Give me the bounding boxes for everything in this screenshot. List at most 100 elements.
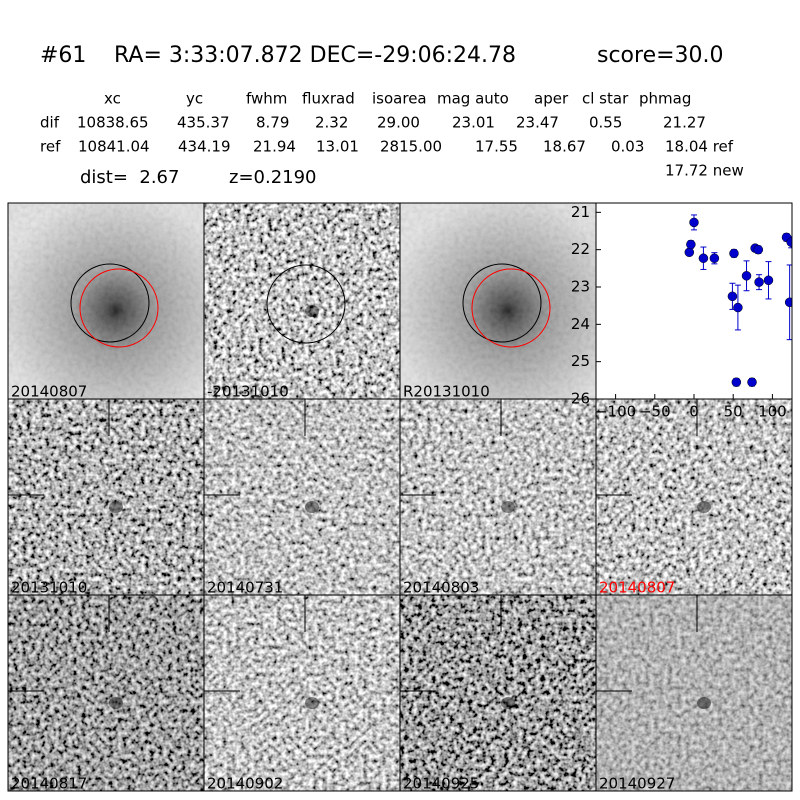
data-point <box>786 237 792 247</box>
x-tick-label: 50 <box>724 403 743 421</box>
image-panel <box>204 595 400 791</box>
table-cell: 23.01 <box>452 114 495 132</box>
source <box>501 697 515 709</box>
noise-image <box>8 595 204 791</box>
score: score=30.0 <box>597 43 724 68</box>
image-panel <box>8 595 204 791</box>
image-panel <box>400 595 596 791</box>
panel-label: 20140902 <box>207 775 283 793</box>
source <box>305 305 319 317</box>
noise-image <box>204 595 400 791</box>
table-cell: 434.19 <box>178 138 231 156</box>
y-tick-label: 24 <box>571 315 590 333</box>
noise <box>8 203 204 399</box>
column-header: phmag <box>639 90 691 108</box>
x-tick-label: −50 <box>639 403 671 421</box>
data-point <box>741 271 752 281</box>
panel-label: 20131010 <box>11 579 87 597</box>
data-point <box>689 217 699 228</box>
noise-image <box>204 203 400 399</box>
image-panel <box>400 203 596 399</box>
panel-label: 20140925 <box>403 775 479 793</box>
image-panel <box>8 399 204 595</box>
table-cell: 0.55 <box>589 114 622 132</box>
coordinates: RA= 3:33:07.872 DEC=-29:06:24.78 <box>114 43 516 68</box>
noise <box>400 203 596 399</box>
table-cell: 0.03 <box>611 138 644 156</box>
aperture-ref <box>471 268 551 348</box>
source <box>501 501 515 513</box>
data-point <box>729 248 739 259</box>
source <box>697 501 711 513</box>
y-tick-label: 22 <box>571 240 590 258</box>
column-header: fluxrad <box>302 90 355 108</box>
panel-label: R20131010 <box>403 383 490 401</box>
panel-label: 20140803 <box>403 579 479 597</box>
table-cell: 8.79 <box>256 114 289 132</box>
table-cell: 17.55 <box>475 138 518 156</box>
source <box>305 697 319 709</box>
image-panel <box>596 595 792 791</box>
table-cell: 23.47 <box>516 114 559 132</box>
table-cell: 2.32 <box>315 114 348 132</box>
x-tick-label: 100 <box>758 403 787 421</box>
table-cell: 10838.65 <box>77 114 149 132</box>
redshift: z=0.2190 <box>229 167 317 188</box>
aperture <box>462 263 542 343</box>
panel-label: 20140927 <box>599 775 675 793</box>
source <box>697 697 711 709</box>
noise-image <box>596 399 792 595</box>
table-cell: 18.04 ref <box>665 138 734 156</box>
plot-background <box>596 203 792 399</box>
y-tick-label: 21 <box>571 203 590 221</box>
data-point <box>733 302 743 313</box>
data-point <box>727 291 738 302</box>
image-panel <box>204 399 400 595</box>
column-header: aper <box>534 90 569 108</box>
panel-label: -20131010 <box>207 383 289 401</box>
new-mag: 17.72 new <box>665 162 744 180</box>
panel-label: 20140807 <box>11 383 87 401</box>
table-cell: 29.00 <box>377 114 420 132</box>
noise-image <box>400 595 596 791</box>
panel-label: 20140731 <box>207 579 283 597</box>
column-header: isoarea <box>372 90 427 108</box>
y-tick-label: 26 <box>571 390 590 408</box>
data-point <box>684 247 695 258</box>
data-point <box>731 377 742 387</box>
table-cell: ref <box>40 138 61 156</box>
table-cell: 435.37 <box>177 114 230 132</box>
data-point <box>763 275 774 286</box>
plot-frame <box>595 202 793 400</box>
aperture <box>266 264 346 344</box>
data-point <box>709 253 720 264</box>
data-point <box>753 244 764 255</box>
source <box>109 501 123 513</box>
image-panel <box>400 399 596 595</box>
data-point <box>686 239 696 250</box>
aperture-ref <box>79 268 159 348</box>
y-tick-label: 23 <box>571 278 590 296</box>
distance: dist= 2.67 <box>80 167 179 188</box>
data-point <box>754 277 764 287</box>
noise-image <box>596 595 792 791</box>
panel-label: 20140817 <box>11 775 87 793</box>
aperture <box>70 263 150 343</box>
column-header: xc <box>104 90 121 108</box>
panel-frame <box>595 594 793 792</box>
table-cell: dif <box>40 114 60 132</box>
image-panel <box>8 203 204 399</box>
panel-label: 20140807 <box>599 579 675 597</box>
noise-image <box>400 399 596 595</box>
table-cell: 18.67 <box>543 138 586 156</box>
table-cell: 13.01 <box>316 138 359 156</box>
data-point <box>784 297 792 308</box>
table-cell: 21.94 <box>253 138 296 156</box>
table-cell: 21.27 <box>663 114 706 132</box>
data-point <box>698 253 709 264</box>
plot-area <box>684 214 792 387</box>
image-panel <box>204 203 400 399</box>
column-header: yc <box>186 90 203 108</box>
data-point <box>747 377 757 387</box>
